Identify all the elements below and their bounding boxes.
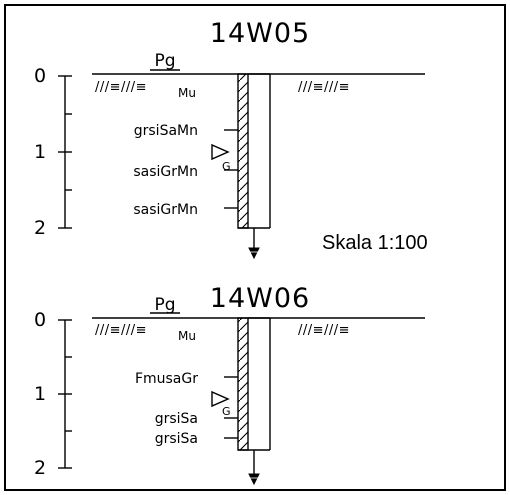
layer-label: grsiSa	[155, 431, 198, 447]
depth-tick-label: 1	[34, 141, 46, 163]
fill-symbol-left: ///≡///≡	[95, 80, 147, 95]
top-layer-label: Mu	[178, 329, 196, 343]
method-label: Pg	[154, 51, 175, 71]
borehole-hatched-column	[237, 73, 249, 229]
fill-symbol-left: ///≡///≡	[95, 323, 147, 338]
groundwater-mark: G	[222, 405, 231, 418]
layer-label: sasiGrMn	[133, 202, 198, 218]
method-label: Pg	[154, 295, 175, 315]
borehole-title: 14W06	[210, 283, 310, 314]
groundwater-mark: G	[222, 160, 231, 173]
end-of-boring-arrow-icon	[248, 247, 260, 260]
layer-label: grsiSaMn	[134, 123, 198, 139]
diagram-frame	[4, 4, 506, 491]
layer-label: sasiGrMn	[133, 164, 198, 180]
borehole-14w05: 14W05 Pg 0 1 2 ///≡///≡ ///≡///≡ Mu grsi…	[34, 18, 425, 260]
borehole-hatched-column	[237, 317, 249, 451]
fill-symbol-right: ///≡///≡	[298, 80, 350, 95]
depth-tick-label: 1	[34, 383, 46, 405]
end-of-boring-arrow-icon	[248, 473, 260, 486]
depth-tick-label: 0	[34, 65, 46, 87]
depth-tick-label: 0	[34, 309, 46, 331]
depth-tick-label: 2	[34, 217, 46, 239]
borehole-14w06: 14W06 Pg 0 1 2 ///≡///≡ ///≡///≡ Mu Fmus…	[34, 283, 425, 486]
borehole-title: 14W05	[210, 18, 310, 49]
layer-label: grsiSa	[155, 411, 198, 427]
depth-tick-label: 2	[34, 457, 46, 479]
fill-symbol-right: ///≡///≡	[298, 323, 350, 338]
groundwater-triangle-icon	[211, 390, 230, 408]
groundwater-triangle-icon	[211, 143, 230, 161]
top-layer-label: Mu	[178, 86, 196, 100]
layer-label: FmusaGr	[135, 371, 198, 387]
scale-label: Skala 1:100	[322, 232, 428, 254]
